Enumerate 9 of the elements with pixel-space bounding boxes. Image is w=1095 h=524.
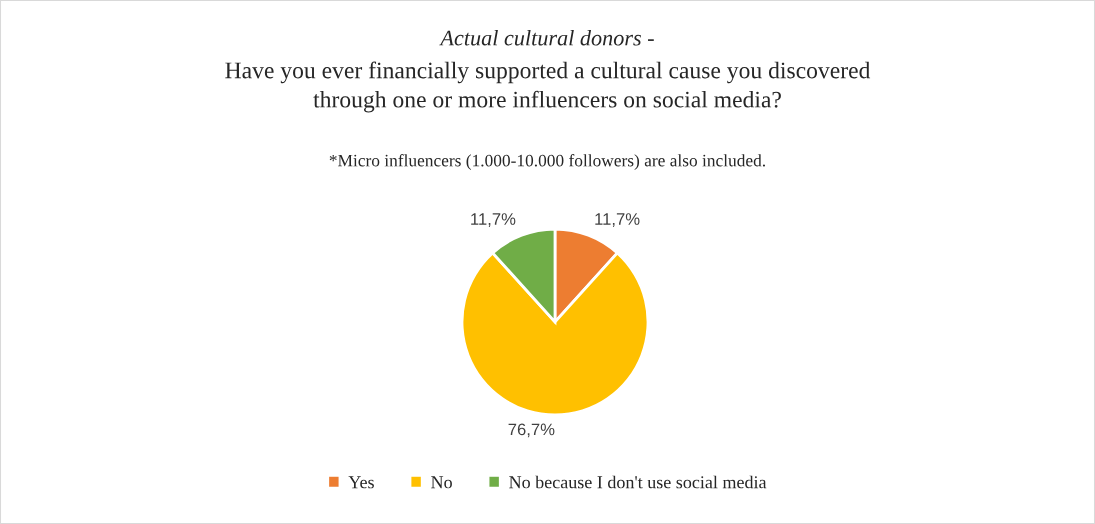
data-label: 11,7%	[595, 213, 640, 227]
chart-title: Actual cultural donors -	[439, 29, 654, 46]
text: *Micro influencers (1.000-10.000 followers) are also included.	[329, 154, 765, 170]
data-label: 76,7%	[508, 423, 555, 438]
legend-label: Yes	[348, 476, 374, 489]
data-label: 11,7%	[471, 213, 516, 227]
legend-label: No because I don't use social media	[509, 475, 767, 489]
legend-label: No	[431, 476, 452, 489]
chart-subtitle: Have you ever financially supported a cultural cause you discovered through one or more influencers on social media?	[225, 61, 871, 113]
